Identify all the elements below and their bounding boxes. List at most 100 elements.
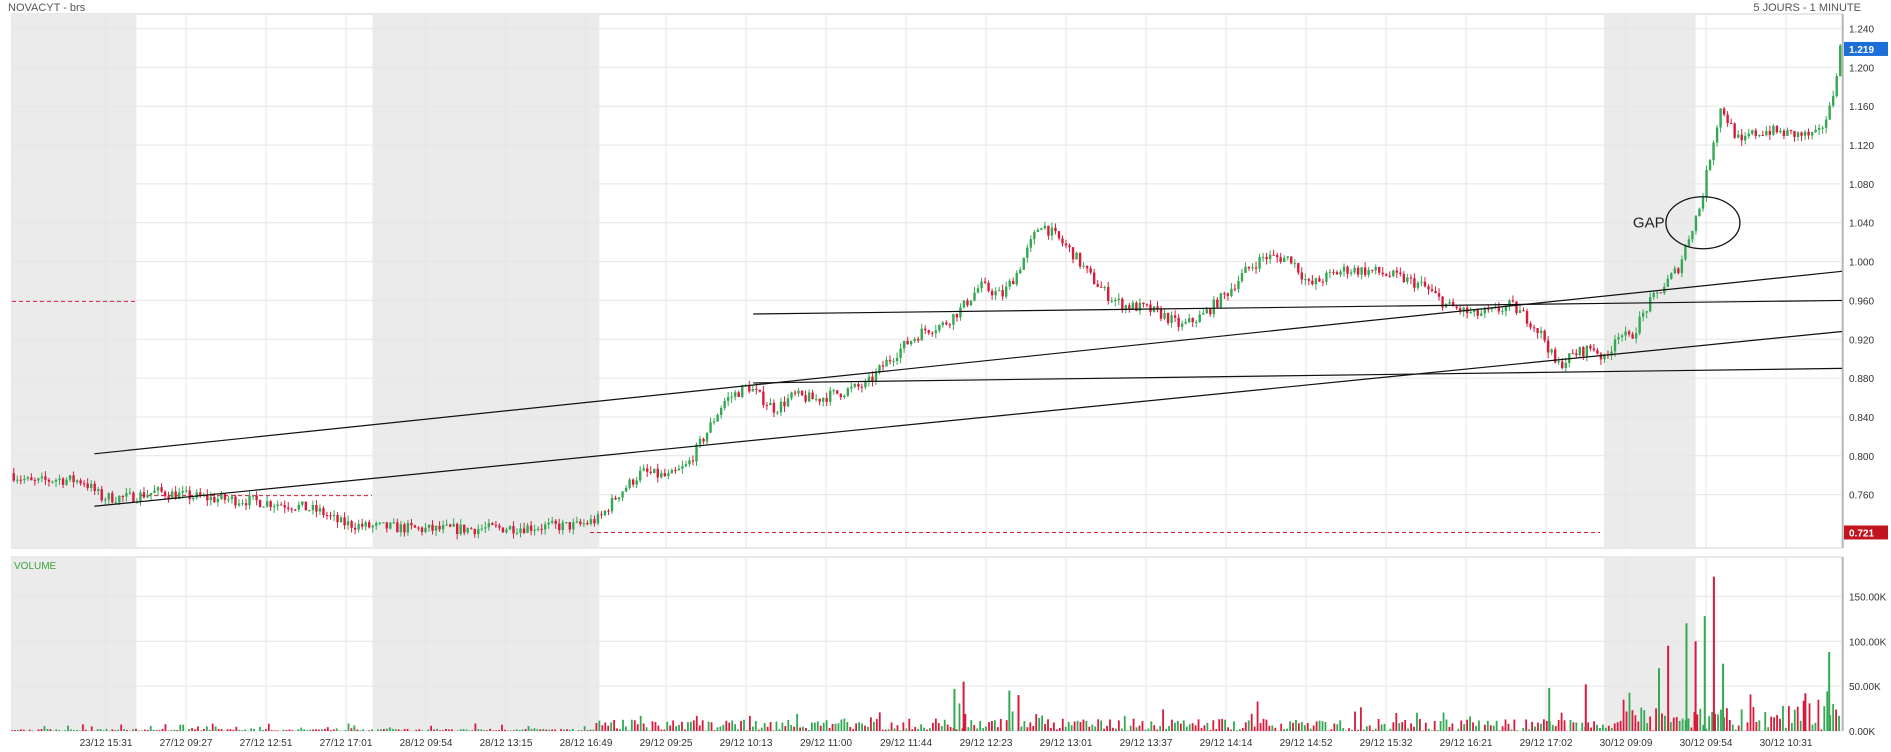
volume-bar	[1826, 691, 1829, 731]
candle-body	[512, 526, 515, 534]
last-price-label: 1.219	[1849, 45, 1874, 56]
candle-body	[163, 491, 167, 497]
volume-bar	[766, 726, 769, 731]
candle-body	[72, 475, 75, 483]
volume-bar	[1590, 727, 1593, 731]
candle-body	[480, 528, 484, 530]
candle-body	[1268, 254, 1272, 260]
candle-body	[906, 340, 909, 345]
candle-body	[1599, 353, 1603, 360]
candle-body	[994, 291, 997, 296]
candle-body	[297, 504, 301, 510]
candle-body	[382, 522, 385, 524]
candle-body	[621, 491, 624, 498]
volume-bar	[784, 726, 787, 731]
volume-bar	[1203, 725, 1206, 731]
candle-body	[1314, 278, 1318, 285]
volume-bar	[843, 718, 846, 731]
volume-bar	[338, 730, 341, 731]
candle-body	[860, 386, 864, 388]
candle-body	[438, 525, 441, 530]
volume-bar	[524, 729, 527, 731]
candle-body	[54, 479, 58, 482]
volume-bar	[368, 730, 371, 731]
volume-bar	[1749, 694, 1752, 731]
volume-bar	[483, 730, 486, 731]
volume-bar	[1542, 719, 1545, 731]
volume-bar	[1678, 720, 1681, 731]
volume-bar	[1008, 690, 1011, 731]
volume-bar	[940, 726, 943, 731]
volume-bar	[563, 729, 565, 731]
volume-bar	[1616, 722, 1619, 731]
candle-body	[477, 529, 480, 535]
candle-body	[959, 307, 962, 318]
candle-body	[19, 479, 22, 481]
volume-bar	[146, 729, 149, 731]
volume-bar	[1551, 724, 1554, 731]
volume-bar	[858, 722, 861, 731]
volume-bar	[321, 729, 323, 731]
candle-body	[1817, 128, 1821, 130]
volume-bar	[1828, 652, 1831, 731]
trendline[interactable]	[753, 299, 1843, 315]
candle-body	[272, 506, 276, 508]
candle-body	[1670, 273, 1673, 279]
candle-body	[1627, 331, 1631, 335]
volume-bar	[1374, 728, 1377, 731]
volume-bar	[309, 729, 312, 731]
volume-bar	[923, 727, 925, 731]
volume-bar	[1271, 725, 1274, 731]
volume-bar	[400, 730, 403, 731]
gap-ellipse[interactable]	[1665, 196, 1741, 250]
time-tick-label: 29/12 09:25	[640, 738, 693, 749]
candle-body	[1416, 282, 1420, 288]
volume-bar	[1560, 712, 1563, 731]
candle-body	[895, 357, 899, 361]
trendline[interactable]	[94, 330, 1843, 507]
candle-body	[811, 392, 814, 400]
volume-bar	[1563, 720, 1566, 731]
candle-body	[1135, 302, 1138, 311]
instrument-title: NOVACYT - brs	[8, 2, 86, 14]
volume-bar	[1776, 715, 1778, 731]
volume-bar	[492, 730, 495, 731]
volume-bar	[176, 730, 179, 731]
period-label: 5 JOURS - 1 MINUTE	[1753, 2, 1861, 14]
volume-bar	[297, 729, 300, 731]
volume-bar	[1602, 724, 1604, 731]
candle-body	[962, 300, 966, 308]
volume-bar	[1300, 722, 1303, 731]
volume-bar	[1740, 709, 1743, 731]
candle-body	[762, 391, 765, 406]
volume-bar	[1401, 722, 1404, 731]
volume-bar	[1247, 720, 1250, 731]
candle-body	[1237, 280, 1240, 289]
trendline[interactable]	[94, 270, 1843, 455]
candle-body	[1571, 353, 1574, 355]
candle-body	[783, 401, 786, 407]
volume-bar	[232, 729, 235, 731]
candle-body	[610, 497, 614, 512]
candle-body	[593, 519, 596, 524]
time-tick-label: 27/12 09:27	[160, 738, 213, 749]
session-shade	[1604, 557, 1696, 731]
volume-bar	[388, 727, 391, 731]
volume-bar	[1188, 724, 1191, 731]
candle-body	[603, 510, 607, 516]
volume-bar	[937, 723, 940, 731]
trendline[interactable]	[753, 367, 1843, 384]
candle-body	[663, 473, 667, 476]
volume-bar	[905, 728, 908, 731]
candle-body	[1539, 330, 1543, 334]
volume-bar	[1233, 721, 1235, 731]
volume-bar	[687, 722, 689, 731]
volume-bar	[1215, 728, 1218, 731]
candle-body	[741, 385, 744, 397]
candle-body	[1782, 130, 1786, 136]
volume-bar	[872, 721, 875, 731]
volume-bar	[1050, 727, 1052, 731]
volume-bar	[902, 722, 905, 731]
volume-bar	[639, 715, 642, 731]
